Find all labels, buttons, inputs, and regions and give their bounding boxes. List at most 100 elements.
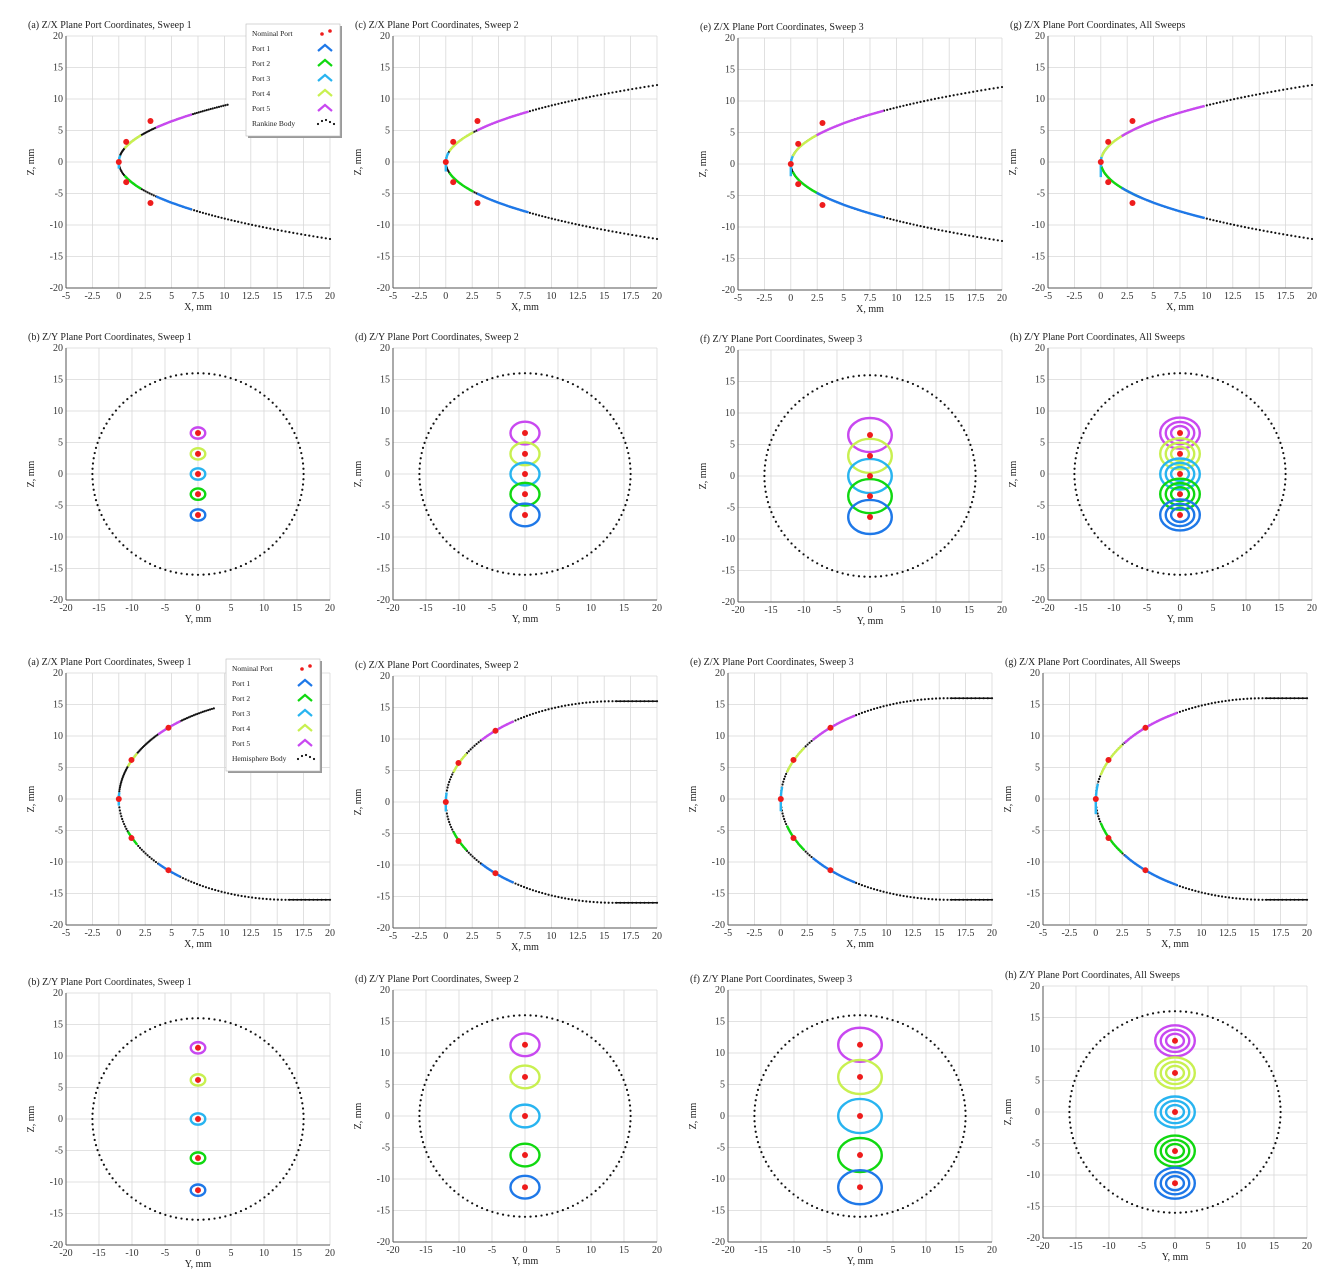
body-surface-point <box>754 1099 757 1102</box>
body-surface-point <box>882 705 885 708</box>
body-surface-point <box>284 898 287 901</box>
body-surface-point <box>280 898 283 901</box>
x-tick-label: 5 <box>496 291 501 302</box>
body-surface-point <box>271 1046 274 1049</box>
body-surface-point <box>190 880 193 883</box>
body-surface-point <box>451 773 454 776</box>
body-surface-point <box>774 520 778 523</box>
body-surface-point <box>98 1081 101 1084</box>
nominal-port-marker <box>115 796 122 802</box>
body-surface-point <box>1211 1016 1214 1019</box>
port-trace <box>1099 743 1124 776</box>
body-surface-point <box>290 427 294 430</box>
body-surface-point <box>764 1160 768 1163</box>
chart-svg: (g) Z/X Plane Port Coordinates, All Swee… <box>1008 20 1317 313</box>
y-tick-label: -5 <box>727 191 735 202</box>
body-surface-point <box>996 86 999 89</box>
x-tick-label: -15 <box>419 603 432 614</box>
body-surface-point <box>215 106 218 109</box>
body-surface-point <box>111 1177 114 1180</box>
x-tick-label: 10 <box>219 291 229 302</box>
y-tick-label: -20 <box>722 285 735 296</box>
body-surface-point <box>916 698 919 702</box>
body-surface-point <box>91 472 94 476</box>
body-surface-point <box>486 1020 489 1023</box>
body-surface-point <box>858 1215 862 1218</box>
body-surface-point <box>857 575 861 578</box>
body-surface-point <box>100 1158 103 1162</box>
body-surface-point <box>947 542 950 545</box>
body-surface-point <box>258 391 262 394</box>
body-surface-point <box>302 1117 305 1121</box>
body-surface-point <box>144 385 147 388</box>
body-surface-point <box>496 1017 499 1020</box>
body-surface-point <box>581 1030 584 1033</box>
body-surface-point <box>295 1081 298 1084</box>
body-surface-point <box>1069 1126 1072 1129</box>
x-tick-label: -20 <box>386 603 399 614</box>
body-surface-point <box>1220 895 1224 898</box>
x-tick-label: -10 <box>1107 603 1120 614</box>
body-surface-point <box>1286 233 1289 237</box>
body-surface-point <box>100 513 103 517</box>
body-surface-point <box>1267 418 1270 421</box>
y-tick-label: -15 <box>50 252 63 263</box>
nominal-port-marker <box>474 118 481 125</box>
body-surface-point <box>783 415 786 418</box>
body-surface-point <box>976 89 979 93</box>
body-surface-point <box>296 232 299 235</box>
body-surface-point <box>208 708 212 711</box>
body-surface-point <box>180 572 183 575</box>
x-axis-label: X, mm <box>511 302 539 313</box>
body-surface-point <box>148 562 152 565</box>
x-tick-label: 17.5 <box>957 928 975 939</box>
body-surface-point <box>643 235 646 239</box>
body-surface-point <box>1189 573 1193 576</box>
body-surface-point <box>441 1051 445 1054</box>
body-surface-point <box>196 372 200 375</box>
body-surface-point <box>974 474 977 478</box>
nominal-port-marker <box>522 511 528 518</box>
body-surface-point <box>258 1036 262 1039</box>
body-surface-point <box>471 746 474 749</box>
body-surface-point <box>1272 518 1276 521</box>
body-surface-point <box>938 898 941 901</box>
body-surface-point <box>1258 228 1261 232</box>
body-surface-point <box>647 236 650 239</box>
chart-panel-hz1: (a) Z/X Plane Port Coordinates, Sweep 1-… <box>18 655 338 955</box>
plot-area <box>91 372 305 576</box>
dot-icon <box>308 755 312 759</box>
body-surface-point <box>420 451 423 455</box>
body-surface-point <box>930 393 934 396</box>
body-surface-point <box>301 488 304 491</box>
body-surface-point <box>531 212 535 215</box>
body-surface-point <box>213 106 216 110</box>
body-surface-point <box>567 897 570 901</box>
body-surface-point <box>180 1018 183 1021</box>
body-surface-point <box>282 1058 285 1061</box>
body-surface-point <box>1136 1205 1139 1208</box>
body-surface-point <box>765 453 768 457</box>
body-surface-point <box>860 711 864 714</box>
body-surface-point <box>1082 1060 1085 1063</box>
y-tick-label: 5 <box>720 1080 725 1091</box>
body-surface-point <box>1261 898 1264 901</box>
body-surface-point <box>919 100 922 104</box>
body-surface-point <box>293 1076 296 1080</box>
x-tick-label: 5 <box>901 605 906 616</box>
y-axis-label: Z, mm <box>1008 148 1019 175</box>
body-surface-point <box>980 89 983 92</box>
body-surface-point <box>756 1140 760 1144</box>
body-surface-point <box>120 815 123 818</box>
y-tick-label: -5 <box>1032 826 1040 837</box>
x-tick-label: -10 <box>125 1248 138 1259</box>
x-tick-label: -10 <box>452 603 465 614</box>
body-surface-point <box>922 100 926 103</box>
chart-panel-hz4: (g) Z/X Plane Port Coordinates, All Swee… <box>995 655 1315 955</box>
port-trace-ring <box>1159 1170 1191 1196</box>
body-surface-point <box>1000 239 1004 243</box>
chart-svg: (h) Z/Y Plane Port Coordinates, All Swee… <box>1003 970 1312 1263</box>
x-axis-label: X, mm <box>856 304 884 315</box>
body-surface-point <box>223 217 226 220</box>
body-surface-point <box>540 373 543 376</box>
